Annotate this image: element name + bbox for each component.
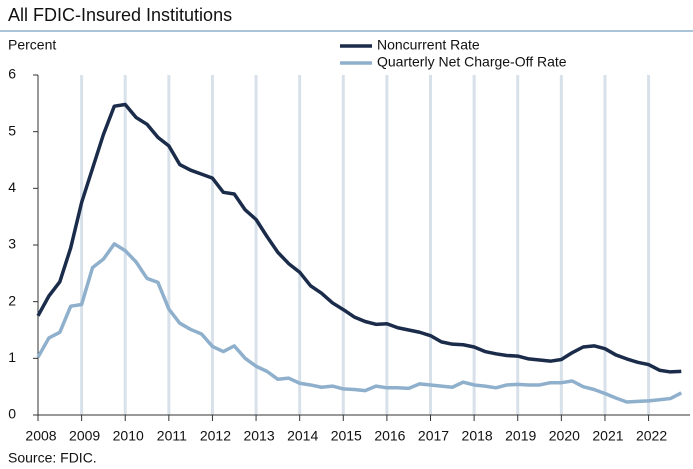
y-tick-label: 5 xyxy=(8,122,16,138)
y-tick-label: 3 xyxy=(8,236,16,252)
legend-label: Quarterly Net Charge-Off Rate xyxy=(377,54,567,70)
x-tick-label: 2020 xyxy=(549,428,580,444)
x-tick-label: 2009 xyxy=(69,428,100,444)
x-tick-label: 2010 xyxy=(113,428,144,444)
legend-label: Noncurrent Rate xyxy=(377,37,480,53)
x-tick-label: 2008 xyxy=(25,428,56,444)
y-tick-label: 2 xyxy=(8,292,16,308)
y-tick-label: 0 xyxy=(8,406,16,422)
x-tick-label: 2014 xyxy=(287,428,318,444)
y-axis-label: Percent xyxy=(8,37,56,53)
y-tick-label: 1 xyxy=(8,349,16,365)
x-tick-label: 2016 xyxy=(374,428,405,444)
x-tick-label: 2021 xyxy=(592,428,623,444)
x-tick-label: 2011 xyxy=(157,428,187,444)
x-tick-label: 2017 xyxy=(418,428,449,444)
x-tick-label: 2012 xyxy=(200,428,231,444)
x-tick-label: 2018 xyxy=(462,428,493,444)
x-tick-label: 2015 xyxy=(331,428,362,444)
y-tick-label: 4 xyxy=(8,179,16,195)
x-tick-label: 2022 xyxy=(636,428,667,444)
x-tick-label: 2013 xyxy=(243,428,274,444)
series-line xyxy=(36,242,683,404)
y-tick-label: 6 xyxy=(8,66,16,82)
chart-title: All FDIC-Insured Institutions xyxy=(8,5,232,25)
source: Source: FDIC. xyxy=(8,450,97,466)
series-line xyxy=(36,102,682,374)
x-tick-label: 2019 xyxy=(505,428,536,444)
